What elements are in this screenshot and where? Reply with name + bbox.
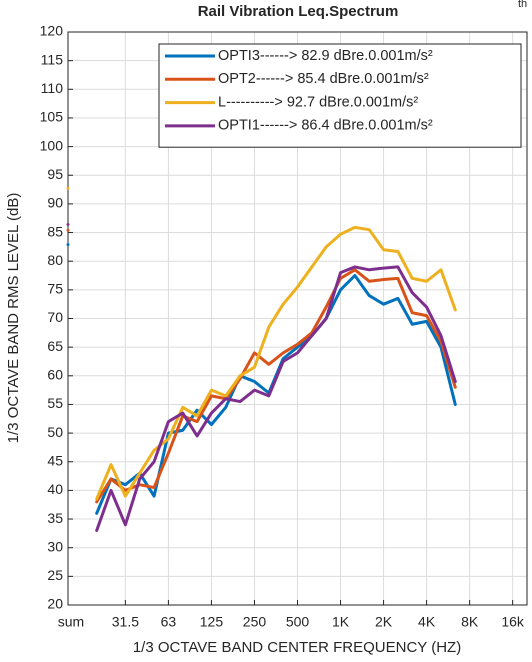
x-tick-label: 1K — [332, 614, 350, 630]
y-tick-label: 110 — [41, 80, 64, 96]
y-tick-label: 100 — [40, 137, 64, 153]
x-tick-label: 31.5 — [112, 614, 139, 630]
x-tick-label: 8K — [461, 614, 479, 630]
series-line — [66, 223, 457, 533]
x-tick-label: 125 — [200, 614, 224, 630]
y-tick-label: 85 — [47, 223, 63, 239]
x-tick-label: 63 — [161, 614, 177, 630]
x-tick-label: 4K — [418, 614, 436, 630]
y-tick-label: 30 — [47, 538, 63, 554]
x-tick-label: 500 — [286, 614, 310, 630]
series-line — [66, 186, 457, 501]
y-tick-label: 55 — [47, 395, 63, 411]
axes-box — [67, 31, 528, 606]
y-tick-label: 60 — [47, 367, 63, 383]
y-tick-label: 45 — [47, 452, 63, 468]
x-tick-label: sum — [58, 614, 84, 630]
legend-box — [158, 43, 522, 148]
legend-label: OPTI1------> 86.4 dBre.0.001m/s² — [218, 118, 433, 134]
x-axis-label: 1/3 OCTAVE BAND CENTER FREQUENCY (HZ) — [133, 639, 461, 656]
y-tick-label: 70 — [47, 309, 63, 325]
y-tick-label: 90 — [47, 195, 63, 211]
y-axis-label: 1/3 OCTAVE BAND RMS LEVEL (dB) — [5, 193, 22, 444]
y-tick-label: 20 — [47, 596, 63, 612]
x-tick-label: 250 — [243, 614, 267, 630]
y-tick-label: 35 — [47, 510, 63, 526]
y-tick-label: 50 — [47, 424, 63, 440]
y-tick-label: 65 — [47, 338, 63, 354]
y-tick-label: 75 — [47, 281, 63, 297]
legend-label: L----------> 92.7 dBre.0.001m/s² — [218, 94, 418, 110]
annotation: th — [518, 0, 527, 10]
series-line — [66, 228, 457, 504]
y-tick-label: 25 — [47, 567, 63, 583]
x-tick-label: 2K — [375, 614, 393, 630]
y-tick-label: 80 — [47, 252, 63, 268]
legend-label: OPT2------> 85.4 dBre.0.001m/s² — [218, 71, 429, 87]
legend: OPTI3------> 82.9 dBre.0.001m/s² OPT2----… — [158, 43, 522, 148]
y-tick-label: 105 — [40, 109, 64, 125]
y-tick-label: 95 — [47, 166, 63, 182]
legend-label: OPTI3------> 82.9 dBre.0.001m/s² — [218, 48, 433, 64]
y-tick-label: 120 — [40, 23, 64, 39]
y-tick-label: 115 — [41, 51, 64, 67]
x-tick-label: 16k — [501, 614, 525, 630]
chart-title: Rail Vibration Leq.Spectrum — [198, 3, 399, 20]
y-tick-label: 40 — [47, 481, 63, 497]
